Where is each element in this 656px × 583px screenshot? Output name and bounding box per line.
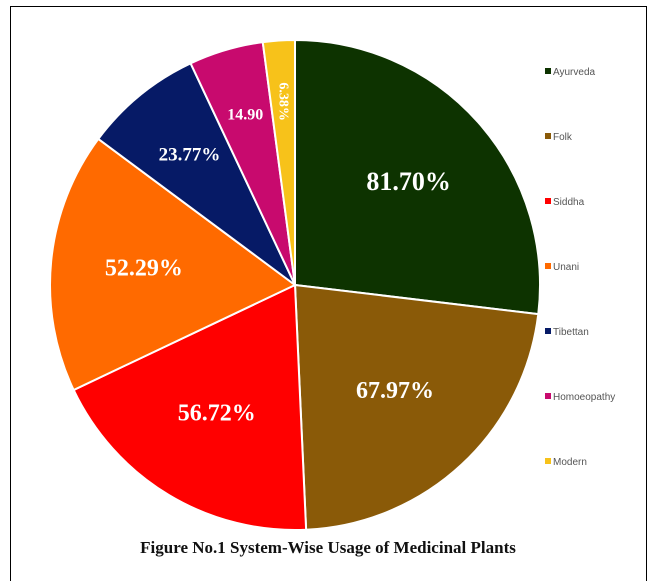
figure-caption: Figure No.1 System-Wise Usage of Medicin… [140, 538, 516, 557]
legend-item-modern: Modern [545, 457, 587, 468]
legend-swatch [545, 198, 551, 204]
legend-label: Siddha [553, 197, 585, 208]
data-label-tibettan: 23.77% [159, 144, 221, 165]
legend-label: Ayurveda [553, 67, 596, 78]
legend-item-siddha: Siddha [545, 197, 584, 208]
legend-label: Modern [553, 457, 587, 468]
pie-slice-modern [261, 38, 296, 286]
data-label-homoeopathy: 14.90 [227, 106, 263, 123]
legend-swatch [545, 458, 551, 464]
legend-swatch [545, 393, 551, 399]
data-label-modern: 6.38% [276, 82, 291, 121]
pie-slice-tibettan [96, 62, 296, 286]
legend-swatch [545, 133, 551, 139]
pie-slice-siddha [72, 283, 308, 531]
data-label-unani: 52.29% [105, 256, 183, 282]
legend-label: Folk [553, 132, 572, 143]
data-label-siddha: 56.72% [178, 401, 256, 427]
legend-item-unani: Unani [545, 262, 579, 273]
pie-slice-unani [49, 137, 297, 392]
legend-item-ayurveda: Ayurveda [545, 67, 595, 78]
legend-item-folk: Folk [545, 132, 572, 143]
legend-label: Unani [553, 262, 580, 273]
data-label-folk: 67.97% [356, 378, 434, 404]
legend-swatch [545, 328, 551, 334]
data-label-ayurveda: 81.70% [366, 167, 451, 196]
legend-item-tibettan: Tibettan [545, 327, 589, 338]
legend-label: Tibettan [553, 327, 589, 338]
legend-swatch [545, 263, 551, 269]
pie-slice-folk [293, 283, 540, 531]
legend-swatch [545, 68, 551, 74]
legend-label: Homoeopathy [553, 392, 616, 403]
legend-item-homoeopathy: Homoeopathy [545, 392, 615, 403]
pie-slice-ayurveda [294, 38, 541, 316]
